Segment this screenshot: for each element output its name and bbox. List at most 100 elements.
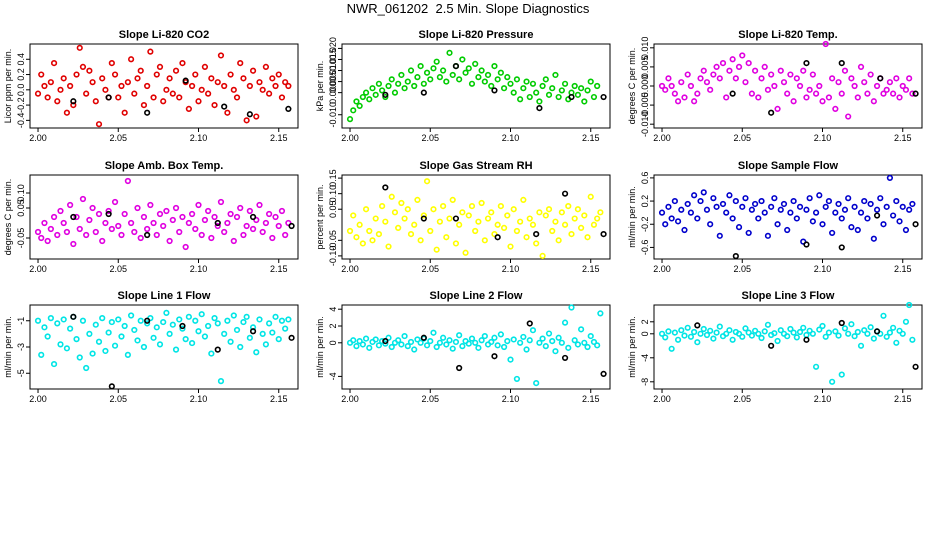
data-point <box>755 94 762 101</box>
data-point <box>529 80 537 87</box>
data-point <box>864 215 871 222</box>
data-point <box>227 210 234 218</box>
data-point <box>825 197 833 205</box>
data-point <box>369 237 376 244</box>
data-point <box>841 206 849 213</box>
data-point <box>517 96 524 103</box>
data-point <box>54 98 61 105</box>
data-point <box>710 195 717 202</box>
data-point <box>83 90 90 97</box>
data-point <box>571 82 578 90</box>
data-point <box>243 222 250 230</box>
data-point <box>700 67 707 74</box>
data-point <box>259 330 266 337</box>
data-point <box>812 209 820 216</box>
data-point <box>658 209 666 216</box>
x-tick-label: 2.15 <box>582 264 600 274</box>
data-point <box>388 343 395 351</box>
data-point <box>41 82 48 90</box>
data-point <box>115 316 122 323</box>
data-point <box>182 336 189 343</box>
y-tick-label: 0 <box>328 340 338 345</box>
data-point <box>739 333 746 340</box>
data-point <box>784 226 791 234</box>
highlight-point <box>382 91 389 98</box>
data-point <box>674 218 682 225</box>
data-point <box>47 79 54 86</box>
data-point <box>707 327 714 334</box>
highlight-point <box>182 77 189 84</box>
data-point <box>278 317 286 324</box>
data-point <box>790 197 797 205</box>
y-tick-label: -5 <box>16 369 26 377</box>
data-point <box>436 339 443 346</box>
data-point <box>233 326 241 334</box>
y-tick-label: 0.015 <box>328 48 338 71</box>
plot-frame <box>341 174 611 260</box>
data-point <box>742 195 749 202</box>
data-point <box>768 71 775 78</box>
data-point <box>890 324 897 331</box>
data-point <box>735 63 743 71</box>
data-point <box>658 330 666 337</box>
x-tick-label: 2.05 <box>109 394 127 404</box>
data-point <box>678 327 685 334</box>
data-point <box>800 324 807 331</box>
data-point <box>662 86 669 93</box>
data-point <box>716 232 723 239</box>
data-point <box>160 98 167 105</box>
data-point <box>137 317 144 324</box>
data-point <box>395 80 402 87</box>
highlight-point <box>382 338 389 345</box>
data-point <box>131 90 138 97</box>
y-tick-label: -0.005 <box>640 92 650 118</box>
data-point <box>449 196 456 203</box>
data-point <box>902 318 910 325</box>
data-point <box>63 109 71 116</box>
y-tick-label: 0.005 <box>640 56 650 79</box>
y-tick-label: 0.10 <box>16 184 26 202</box>
data-point <box>50 59 58 67</box>
data-point <box>446 49 453 56</box>
x-tick-label: 2.00 <box>341 394 359 404</box>
data-point <box>684 324 691 331</box>
plot-frame <box>653 174 923 260</box>
data-point <box>507 80 514 87</box>
data-point <box>816 326 823 333</box>
data-point <box>278 94 286 101</box>
data-point <box>404 78 411 85</box>
data-point <box>57 207 64 215</box>
data-point <box>732 197 739 205</box>
data-point <box>832 209 839 216</box>
data-point <box>491 63 498 70</box>
data-point <box>662 221 669 228</box>
data-point <box>163 309 170 316</box>
data-point <box>60 316 67 323</box>
data-point <box>99 315 106 322</box>
data-point <box>536 98 543 105</box>
data-point <box>691 98 698 105</box>
y-tick-label: 0.4 <box>16 53 26 66</box>
data-point <box>150 94 157 101</box>
highlight-point <box>246 111 253 118</box>
data-point <box>590 338 598 346</box>
data-point <box>60 219 67 227</box>
data-point <box>359 240 366 247</box>
data-point <box>864 90 871 97</box>
data-point <box>494 221 501 228</box>
data-point <box>475 74 482 81</box>
data-point <box>812 90 820 97</box>
data-point <box>819 221 826 228</box>
data-point <box>237 204 244 212</box>
data-point <box>510 336 517 343</box>
data-point <box>539 82 546 90</box>
data-point <box>803 206 810 213</box>
y-axis-label: Licor ppm per min. <box>3 49 13 124</box>
highlight-point <box>561 354 569 362</box>
data-point <box>478 199 485 207</box>
data-point <box>793 75 800 82</box>
y-axis-label: degrees C per min. <box>627 48 637 125</box>
chart-panel-2: Slope Li-820 Pressure 2.00 2.05 2.10 2.15 -0.… <box>315 29 611 143</box>
data-point <box>79 195 87 203</box>
data-point <box>372 336 379 343</box>
